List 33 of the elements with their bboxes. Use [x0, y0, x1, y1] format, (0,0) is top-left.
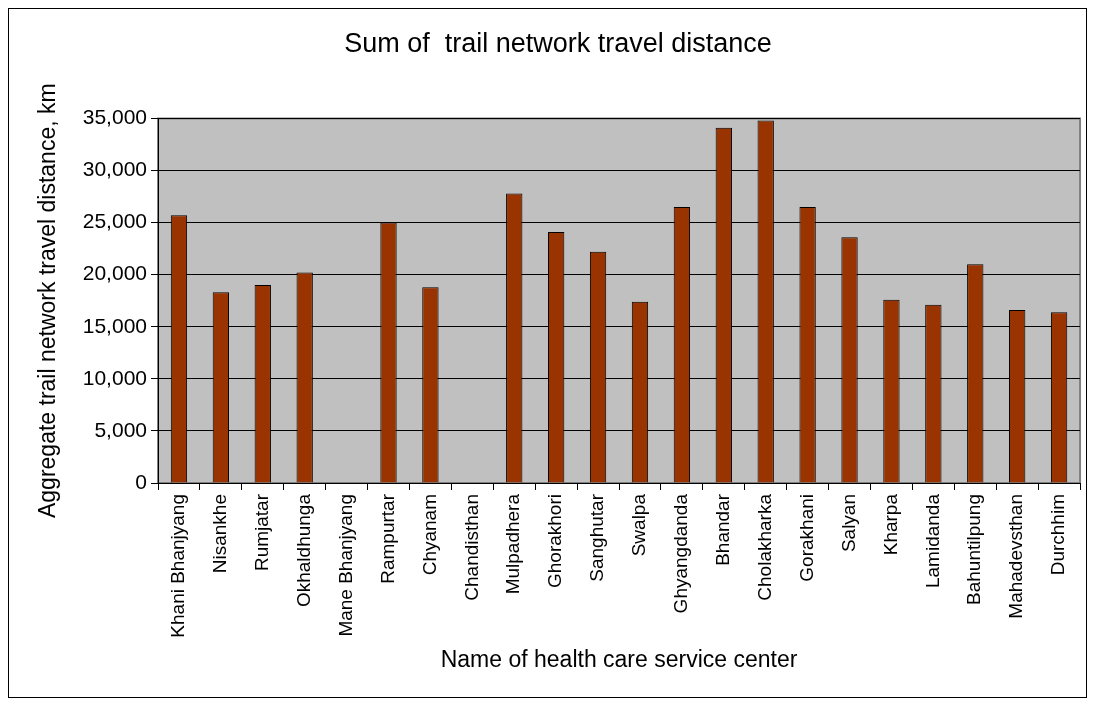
x-tick-label: Mane Bhanjyang: [334, 494, 356, 637]
x-tick-label: Okhaldhunga: [292, 493, 314, 608]
x-tick-label: Gorakhani: [795, 494, 817, 582]
x-tick-label: Bhandar: [712, 493, 734, 566]
y-tick-label: 15,000: [82, 313, 147, 337]
x-tick-label: Rampurtar: [376, 493, 398, 584]
x-tick-label: Mulpadhera: [502, 493, 524, 595]
chart-title: Sum of trail network travel distance: [344, 27, 772, 58]
x-tick-label: Rumjatar: [251, 493, 273, 572]
x-tick-label: Kharpa: [879, 493, 901, 556]
x-tick-label: Ghyangdanda: [670, 493, 692, 614]
x-tick-label: Salyan: [837, 494, 859, 553]
y-tick-label: 0: [135, 469, 147, 493]
y-tick-label: 20,000: [82, 261, 147, 285]
x-tick-label: Swalpa: [628, 493, 650, 557]
x-tick-label: Cholakharka: [753, 493, 775, 601]
x-tick-label: Chandisthan: [460, 494, 482, 601]
x-tick-label: Durchhim: [1047, 494, 1069, 576]
y-tick-label: 5,000: [94, 417, 147, 441]
y-tick-label: 35,000: [82, 105, 147, 129]
x-tick-label: Bahuntilpung: [963, 494, 985, 605]
x-tick-label: Lamidanda: [921, 493, 943, 589]
x-tick-label: Mahadevsthan: [1005, 494, 1027, 619]
y-tick-label: 10,000: [82, 365, 147, 389]
y-axis-title: Aggregate trail network travel distance, km: [34, 83, 61, 519]
x-tick-label: Ghorakhori: [544, 494, 566, 588]
x-tick-label: Sanghutar: [586, 493, 608, 582]
y-tick-label: 25,000: [82, 209, 147, 233]
x-tick-label: Khani Bhanjyang: [167, 494, 189, 638]
x-axis-title: Name of health care service center: [440, 645, 798, 672]
x-tick-label: Chyanam: [418, 494, 440, 576]
y-tick-label: 30,000: [82, 157, 147, 181]
x-tick-label: Nisankhe: [209, 494, 231, 574]
